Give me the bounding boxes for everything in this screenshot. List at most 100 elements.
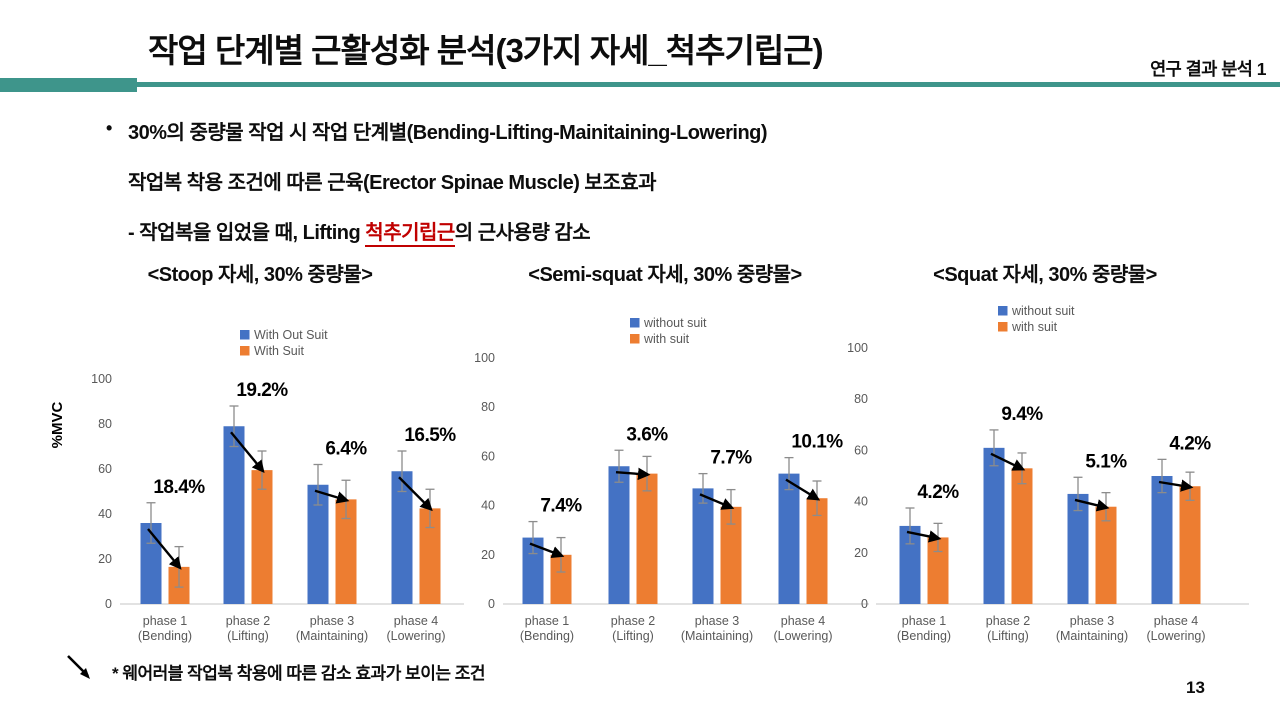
legend-label: With Suit <box>254 344 305 358</box>
accent-divider-block <box>0 78 137 92</box>
x-category-label: phase 2 <box>226 614 271 628</box>
x-category-label: (Lowering) <box>773 629 832 643</box>
y-tick-label: 20 <box>98 552 112 566</box>
bullet-line-3-highlight: 척추기립근 <box>365 222 455 247</box>
bar <box>927 537 949 604</box>
reduction-arrow <box>785 478 821 501</box>
reduction-label: 5.1% <box>1085 451 1127 472</box>
bullet-line-3: - 작업복을 입었을 때, Lifting 척추기립근의 근사용량 감소 <box>128 216 928 247</box>
reduction-label: 19.2% <box>236 380 288 401</box>
chart-semi-squat: 0 20 40 60 80 100 without suit with suit 7.4% pha… <box>474 316 869 643</box>
reduction-label: 6.4% <box>325 439 367 460</box>
reduction-arrow <box>990 452 1026 471</box>
bar <box>251 470 273 604</box>
bar <box>899 525 921 604</box>
bar <box>636 473 658 604</box>
bar <box>307 484 329 604</box>
reduction-label: 7.7% <box>710 448 752 469</box>
reduction-arrow <box>1074 498 1110 512</box>
bar <box>778 473 800 604</box>
x-category-label: phase 4 <box>394 614 439 628</box>
x-category-label: (Lowering) <box>386 629 445 643</box>
x-category-label: (Lifting) <box>987 629 1029 643</box>
page-title: 작업 단계별 근활성화 분석(3가지 자세_척추기립근) <box>148 32 824 69</box>
x-category-label: phase 1 <box>525 614 570 628</box>
reduction-arrow <box>230 431 265 474</box>
bullet-line-3-prefix: - 작업복을 입었을 때, Lifting <box>128 222 366 244</box>
bullet-line-1-text: 30%의 중량물 작업 시 작업 단계별(Bending-Lifting-Mai… <box>128 122 768 144</box>
reduction-arrow <box>398 476 433 512</box>
y-tick-label: 80 <box>481 400 495 414</box>
y-tick-label: 100 <box>474 351 495 365</box>
legend-label: With Out Suit <box>254 328 328 342</box>
x-category-label: (Lifting) <box>612 629 654 643</box>
bar <box>983 447 1005 604</box>
legend-swatch <box>630 318 640 328</box>
bar <box>1011 468 1033 604</box>
reduction-arrow <box>615 467 651 481</box>
bar <box>806 498 828 604</box>
reduction-arrow <box>314 489 350 504</box>
reduction-label: 3.6% <box>626 424 668 445</box>
legend-swatch <box>630 334 640 344</box>
bar <box>140 523 162 604</box>
y-tick-label: 60 <box>481 449 495 463</box>
x-category-label: phase 3 <box>310 614 355 628</box>
bar <box>1095 506 1117 604</box>
x-category-label: phase 4 <box>781 614 826 628</box>
y-tick-label: 20 <box>481 548 495 562</box>
x-category-label: phase 1 <box>902 614 947 628</box>
bar <box>1179 486 1201 604</box>
y-tick-label: 40 <box>854 495 868 509</box>
reduction-arrow <box>699 493 735 510</box>
y-tick-label: 100 <box>91 372 112 386</box>
x-category-label: (Bending) <box>138 629 192 643</box>
legend-swatch <box>998 306 1008 316</box>
x-category-label: phase 2 <box>611 614 656 628</box>
x-category-label: phase 3 <box>1070 614 1115 628</box>
bar <box>1067 493 1089 604</box>
legend-label: with suit <box>643 332 690 346</box>
bar <box>608 466 630 604</box>
bullet-line-1: • 30%의 중량물 작업 시 작업 단계별(Bending-Lifting-M… <box>106 116 928 145</box>
bullet-dot: • <box>106 118 112 138</box>
bar <box>550 554 572 604</box>
bar <box>522 537 544 604</box>
legend-label: with suit <box>1011 320 1058 334</box>
x-category-label: (Lifting) <box>227 629 269 643</box>
y-tick-label: 80 <box>854 392 868 406</box>
reduction-label: 9.4% <box>1001 404 1043 425</box>
bullet-line-2: 작업복 착용 조건에 따른 근육(Erector Spinae Muscle) … <box>128 166 928 195</box>
footnote-text: * 웨어러블 작업복 착용에 따른 감소 효과가 보이는 조건 <box>112 664 485 683</box>
bar <box>391 471 413 604</box>
y-tick-label: 0 <box>861 597 868 611</box>
y-tick-label: 40 <box>481 499 495 513</box>
bar <box>720 506 742 604</box>
y-tick-label: 100 <box>847 341 868 355</box>
reduction-arrow <box>147 528 182 570</box>
x-category-label: (Lowering) <box>1146 629 1205 643</box>
bar <box>419 508 441 604</box>
bar <box>692 488 714 604</box>
chart-squat: 0 20 40 60 80 100 without suit with suit 4.2% pha… <box>847 304 1249 643</box>
x-category-label: phase 4 <box>1154 614 1199 628</box>
y-tick-label: 60 <box>854 443 868 457</box>
bullet-block: • 30%의 중량물 작업 시 작업 단계별(Bending-Lifting-M… <box>106 116 928 266</box>
y-tick-label: 40 <box>98 507 112 521</box>
chart-stoop: 0 20 40 60 80 100 With Out Suit With Suit %MVC 18… <box>49 328 464 643</box>
reduction-arrow <box>529 542 565 559</box>
reduction-label: 16.5% <box>404 425 456 446</box>
reduction-label: 7.4% <box>540 496 582 517</box>
accent-divider-line <box>0 82 1280 87</box>
x-category-label: (Maintaining) <box>681 629 753 643</box>
bar <box>223 426 245 604</box>
x-category-label: (Maintaining) <box>296 629 368 643</box>
bar <box>1151 476 1173 604</box>
legend-swatch <box>240 346 250 356</box>
x-category-label: phase 1 <box>143 614 188 628</box>
legend-swatch <box>998 322 1008 332</box>
reduction-arrow <box>1158 479 1194 492</box>
bullet-line-2-text: 작업복 착용 조건에 따른 근육(Erector Spinae Muscle) … <box>128 172 657 194</box>
legend-label: without suit <box>1011 304 1075 318</box>
x-category-label: phase 3 <box>695 614 740 628</box>
